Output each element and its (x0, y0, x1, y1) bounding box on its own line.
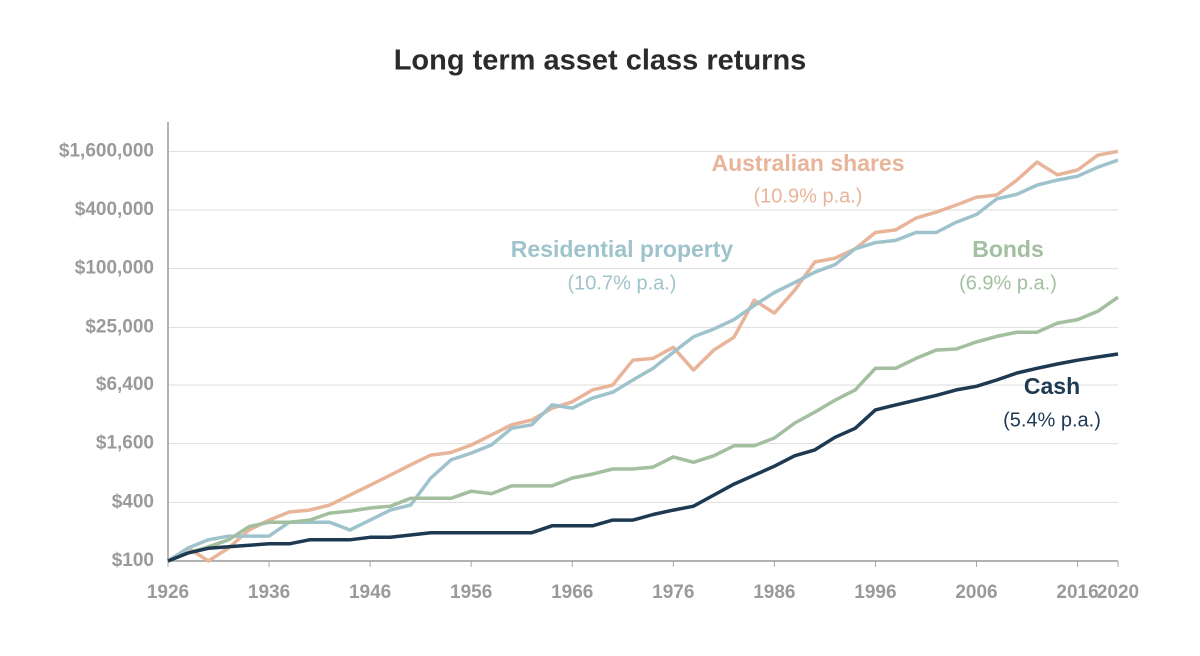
series-rate: (10.7% p.a.) (568, 272, 677, 294)
chart-title: Long term asset class returns (394, 45, 807, 77)
y-tick-label: $1,600 (96, 433, 154, 454)
y-tick-label: $400,000 (75, 199, 154, 220)
y-tick-label: $400 (112, 491, 154, 512)
series-line (167, 149, 1119, 563)
series-rate: (6.9% p.a.) (959, 272, 1057, 294)
x-tick-label: 1926 (147, 582, 189, 603)
x-tick-label: 1956 (450, 582, 492, 603)
series-line (167, 158, 1119, 563)
x-tick-label: 1996 (854, 582, 896, 603)
series-rate: (5.4% p.a.) (1003, 409, 1101, 431)
y-tick-label: $100,000 (75, 258, 154, 279)
series-line (167, 352, 1119, 563)
x-tick-label: 2016 (1056, 582, 1098, 603)
y-tick-label: $6,400 (96, 374, 154, 395)
series-rate: (10.9% p.a.) (754, 185, 863, 207)
series-label: Bonds (972, 236, 1044, 262)
x-tick-label: 1976 (652, 582, 694, 603)
x-tick-label: 1936 (248, 582, 290, 603)
series-label: Australian shares (711, 150, 904, 176)
x-tick-label: 1986 (753, 582, 795, 603)
series-line (167, 295, 1120, 563)
x-tick-label: 2020 (1097, 582, 1139, 603)
x-tick-label: 1946 (349, 582, 391, 603)
y-tick-label: $100 (112, 550, 154, 571)
x-tick-label: 1966 (551, 582, 593, 603)
x-tick-label: 2006 (955, 582, 997, 603)
y-tick-label: $25,000 (85, 316, 154, 337)
series-label: Cash (1024, 373, 1080, 399)
y-tick-label: $1,600,000 (59, 140, 154, 161)
series-label: Residential property (511, 236, 734, 262)
